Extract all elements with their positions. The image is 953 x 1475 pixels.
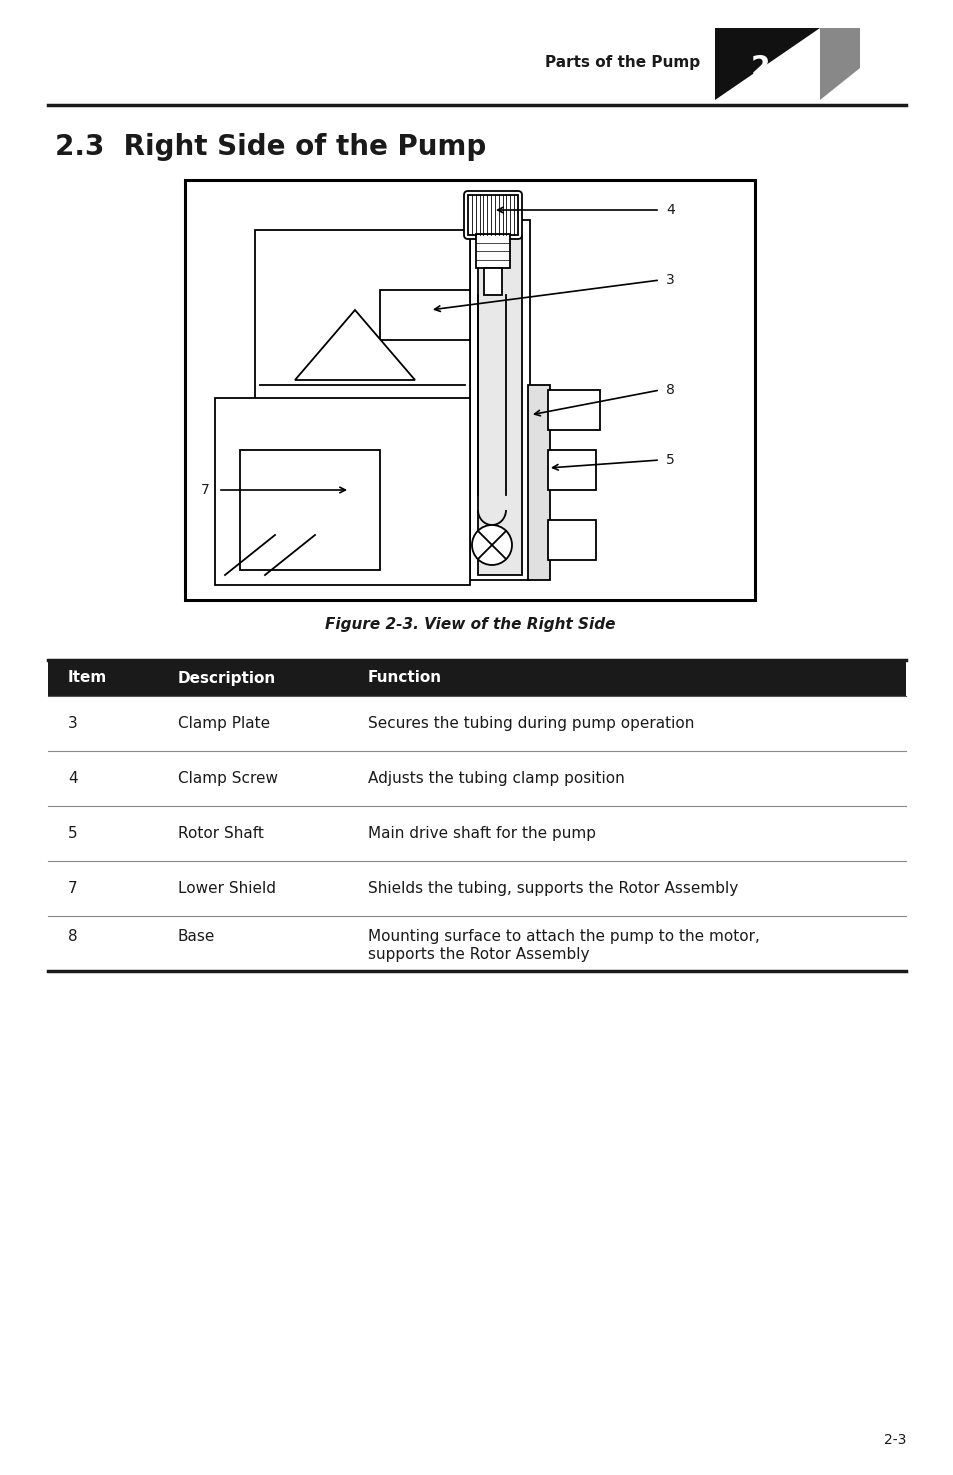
Bar [240,450,379,569]
Polygon shape [820,28,859,100]
Text: Adjusts the tubing clamp position: Adjusts the tubing clamp position [368,771,624,786]
Bar [214,398,470,586]
Text: 7: 7 [201,482,210,497]
Text: supports the Rotor Assembly: supports the Rotor Assembly [368,947,589,962]
Text: Clamp Plate: Clamp Plate [178,715,270,732]
Bar [547,389,599,431]
Bar [477,235,521,575]
Text: Base: Base [178,929,215,944]
Text: 8: 8 [665,384,674,397]
Circle shape [472,525,512,565]
Text: Secures the tubing during pump operation: Secures the tubing during pump operation [368,715,694,732]
Bar [48,659,905,696]
Text: Clamp Screw: Clamp Screw [178,771,277,786]
Bar [254,230,470,400]
Text: 7: 7 [68,881,77,895]
Text: 2-3: 2-3 [882,1434,905,1447]
Text: 4: 4 [665,204,674,217]
Text: Figure 2-3. View of the Right Side: Figure 2-3. View of the Right Side [324,618,615,633]
Text: Rotor Shaft: Rotor Shaft [178,826,264,841]
Bar [483,268,501,295]
Text: Description: Description [178,671,276,686]
Bar [185,180,754,600]
Text: 8: 8 [68,929,77,944]
Bar [547,521,596,560]
Text: Mounting surface to attach the pump to the motor,: Mounting surface to attach the pump to t… [368,929,760,944]
Bar [468,195,517,235]
Bar [547,450,596,490]
Text: 2: 2 [749,55,769,83]
Text: Main drive shaft for the pump: Main drive shaft for the pump [368,826,596,841]
Polygon shape [294,310,415,381]
Bar [470,220,530,580]
Text: 2.3  Right Side of the Pump: 2.3 Right Side of the Pump [55,133,486,161]
Text: 4: 4 [68,771,77,786]
Text: Shields the tubing, supports the Rotor Assembly: Shields the tubing, supports the Rotor A… [368,881,738,895]
Text: 3: 3 [665,273,674,288]
Polygon shape [714,28,820,100]
Text: 5: 5 [68,826,77,841]
Bar [379,291,470,341]
Text: Parts of the Pump: Parts of the Pump [544,55,700,69]
Text: Item: Item [68,671,107,686]
Bar [527,385,550,580]
Text: Function: Function [368,671,441,686]
FancyBboxPatch shape [463,190,521,239]
Bar [476,235,510,268]
Text: 5: 5 [665,453,674,468]
Text: 3: 3 [68,715,77,732]
Text: Lower Shield: Lower Shield [178,881,275,895]
